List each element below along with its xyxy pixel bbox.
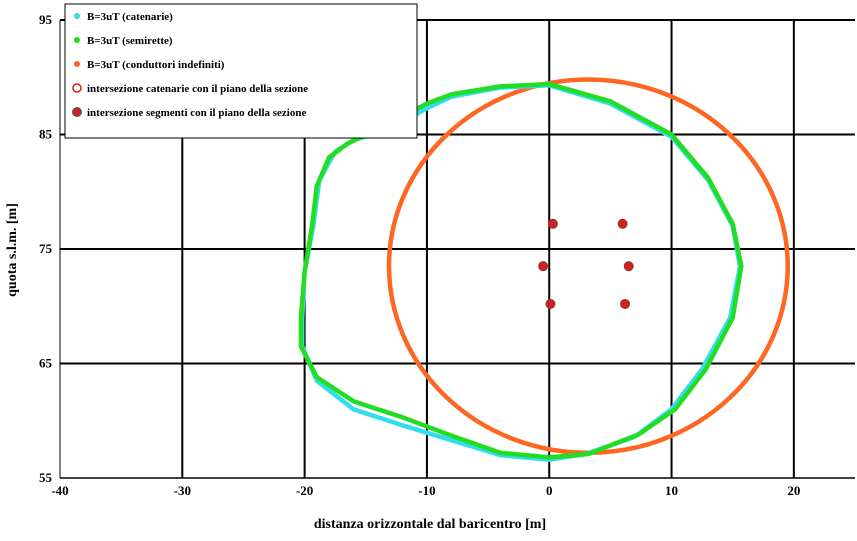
x-tick-label: -10 [418, 483, 435, 498]
x-tick-label: 20 [787, 483, 800, 498]
x-tick-label: -20 [296, 483, 313, 498]
x-tick-label: 10 [665, 483, 678, 498]
legend-swatch [72, 107, 82, 117]
conductor-marker [617, 218, 628, 229]
y-tick-label: 85 [39, 127, 53, 142]
y-tick-label: 95 [39, 12, 53, 27]
series-curves [298, 77, 790, 462]
legend-swatch [74, 37, 80, 43]
y-tick-label: 65 [39, 356, 53, 371]
x-tick-labels: -40 -30 -20 -10 0 10 20 [51, 483, 800, 498]
y-tick-labels: 55 65 75 85 95 [39, 12, 53, 485]
legend-label: intersezione segmenti con il piano della… [87, 107, 306, 119]
conductor-marker [545, 298, 556, 309]
series-curve [298, 81, 744, 460]
legend-box [64, 3, 418, 139]
y-axis-label: quota s.l.m. [m] [5, 203, 20, 297]
legend-label: B=3uT (semirette) [87, 35, 173, 47]
legend-swatch [74, 61, 80, 67]
conductor-markers [538, 218, 634, 309]
legend-swatch [72, 83, 82, 93]
legend-swatch [74, 13, 80, 19]
x-axis-label: distanza orizzontale dal baricentro [m] [314, 517, 546, 532]
x-tick-label: -40 [51, 483, 68, 498]
y-tick-label: 55 [39, 470, 53, 485]
conductor-marker [538, 261, 549, 272]
series-curve [299, 83, 743, 462]
legend: B=3uT (catenarie) B=3uT (semirette) B=3uT … [64, 3, 418, 139]
legend-label: B=3uT (catenarie) [87, 11, 173, 23]
x-tick-label: -30 [174, 483, 191, 498]
conductor-marker [547, 218, 558, 229]
y-tick-label: 75 [39, 241, 53, 256]
conductor-marker [620, 298, 631, 309]
legend-label: intersezione catenarie con il piano dell… [87, 83, 308, 95]
series-curve [386, 77, 790, 456]
x-tick-label: 0 [546, 483, 553, 498]
legend-label: B=3uT (conduttori indefiniti) [87, 59, 225, 71]
conductor-marker [623, 261, 634, 272]
